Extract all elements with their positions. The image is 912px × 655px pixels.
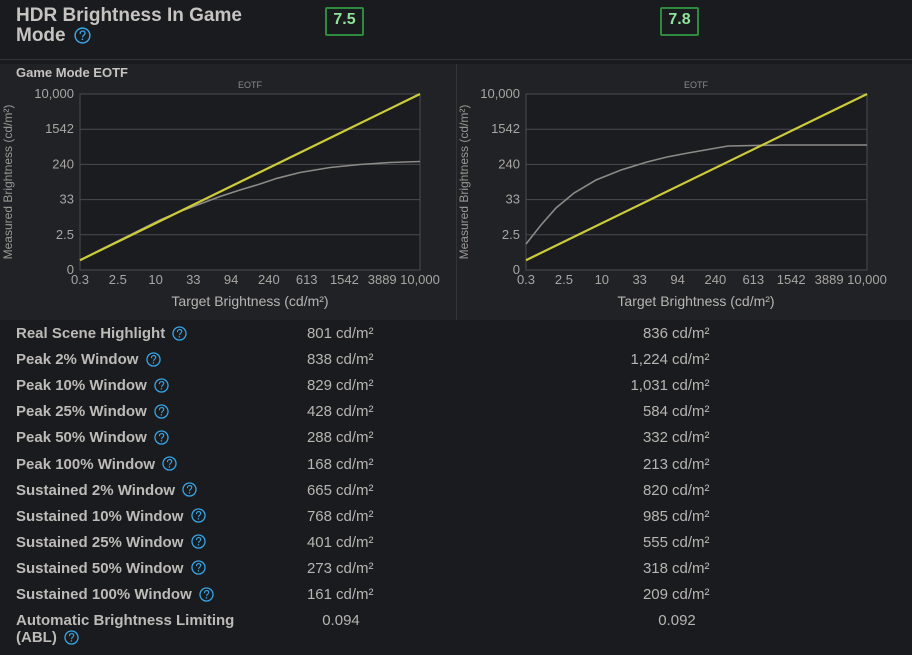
svg-text:2.5: 2.5 bbox=[109, 272, 127, 287]
svg-text:10,000: 10,000 bbox=[847, 272, 887, 287]
svg-text:EOTF: EOTF bbox=[684, 80, 709, 90]
svg-text:33: 33 bbox=[60, 192, 74, 207]
svg-text:0.3: 0.3 bbox=[71, 272, 89, 287]
svg-text:10,000: 10,000 bbox=[480, 86, 520, 101]
svg-text:Target Brightness (cd/m²): Target Brightness (cd/m²) bbox=[171, 293, 328, 309]
svg-text:33: 33 bbox=[186, 272, 200, 287]
svg-text:240: 240 bbox=[52, 156, 74, 171]
svg-text:613: 613 bbox=[296, 272, 318, 287]
svg-text:240: 240 bbox=[258, 272, 280, 287]
svg-text:1542: 1542 bbox=[330, 272, 359, 287]
svg-text:240: 240 bbox=[498, 156, 520, 171]
svg-text:10: 10 bbox=[148, 272, 162, 287]
svg-text:240: 240 bbox=[705, 272, 727, 287]
svg-text:33: 33 bbox=[506, 192, 520, 207]
svg-text:2.5: 2.5 bbox=[56, 227, 74, 242]
svg-text:Measured Brightness (cd/m²): Measured Brightness (cd/m²) bbox=[457, 105, 471, 260]
svg-text:Measured Brightness (cd/m²): Measured Brightness (cd/m²) bbox=[1, 105, 15, 260]
svg-text:94: 94 bbox=[670, 272, 684, 287]
svg-text:10,000: 10,000 bbox=[34, 86, 74, 101]
svg-text:2.5: 2.5 bbox=[555, 272, 573, 287]
svg-text:10: 10 bbox=[595, 272, 609, 287]
svg-text:1542: 1542 bbox=[777, 272, 806, 287]
svg-text:EOTF: EOTF bbox=[238, 80, 263, 90]
svg-text:3889: 3889 bbox=[815, 272, 844, 287]
svg-text:33: 33 bbox=[632, 272, 646, 287]
svg-text:94: 94 bbox=[224, 272, 238, 287]
svg-text:2.5: 2.5 bbox=[502, 227, 520, 242]
svg-text:3889: 3889 bbox=[368, 272, 397, 287]
svg-text:1542: 1542 bbox=[491, 121, 520, 136]
svg-text:613: 613 bbox=[742, 272, 764, 287]
svg-text:10,000: 10,000 bbox=[400, 272, 440, 287]
svg-text:Target Brightness (cd/m²): Target Brightness (cd/m²) bbox=[617, 293, 774, 309]
svg-text:0.3: 0.3 bbox=[517, 272, 535, 287]
svg-text:1542: 1542 bbox=[45, 121, 74, 136]
